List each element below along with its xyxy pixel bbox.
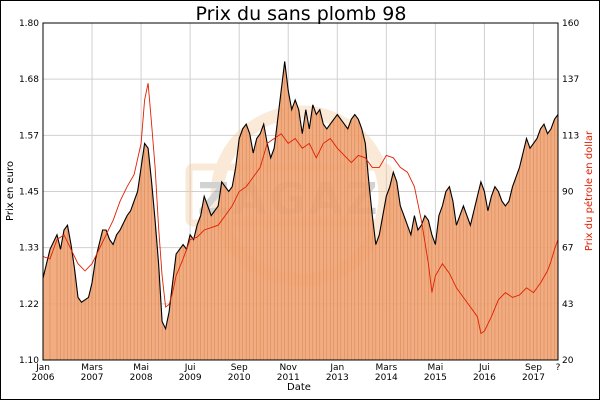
y-axis-left: 1.10 1.22 1.33 1.45 1.57 1.68 1.80 [19, 19, 39, 366]
y-axis-right-label: Prix du pétrole en dollar [583, 130, 595, 251]
x-tick-year: 2013 [326, 373, 349, 383]
oil-price-line [43, 83, 558, 335]
y-right-tick-label: 90 [562, 188, 574, 198]
y-right-tick-label: 137 [562, 75, 579, 85]
series-lines [43, 61, 558, 335]
x-axis: Jan2006Mars2007Mai2008Jui2009Sep2010Nov2… [32, 363, 561, 383]
euro-price-line [43, 61, 558, 331]
y-right-tick-label: 160 [562, 19, 579, 29]
x-tick-month: Mars [375, 363, 397, 373]
x-tick-month: Jan [35, 363, 50, 373]
series-area [43, 61, 558, 360]
y-right-tick-label: 20 [562, 356, 574, 366]
x-tick-year: 2016 [473, 373, 496, 383]
y-left-tick-label: 1.45 [19, 188, 39, 198]
x-tick-year: 2015 [424, 373, 447, 383]
y-left-tick-label: 1.33 [19, 244, 39, 254]
euro-price-area [43, 61, 558, 360]
x-tick-month: Nov [279, 363, 297, 373]
x-tick-year: 2007 [81, 373, 104, 383]
y-left-tick-label: 1.57 [19, 131, 39, 141]
x-tick-year: 2008 [130, 373, 153, 383]
x-tick-year: 2014 [375, 373, 398, 383]
x-tick-month: Sep [231, 363, 248, 373]
x-tick-month: Jui [478, 363, 490, 373]
y-left-tick-label: 1.22 [19, 300, 39, 310]
x-tick-month: Mars [81, 363, 103, 373]
x-tick-year: 2006 [32, 373, 55, 383]
y-right-tick-label: 67 [562, 244, 573, 254]
plot-border [42, 22, 559, 361]
x-axis-label: Date [287, 382, 311, 393]
x-tick-year: 2010 [228, 373, 251, 383]
x-tick-month: Mai [133, 363, 149, 373]
y-axis-right: 20 43 67 90 113 137 160 [562, 19, 579, 366]
x-tick-year: 2009 [179, 373, 202, 383]
chart-title: Prix du sans plomb 98 [196, 3, 407, 25]
x-tick-year: 2011 [277, 373, 300, 383]
x-tick-month: Jan [329, 363, 344, 373]
y-right-tick-label: 113 [562, 131, 579, 141]
y-left-tick-label: 1.80 [19, 19, 39, 29]
x-tick-year: 2017 [522, 373, 545, 383]
y-right-tick-label: 43 [562, 300, 573, 310]
y-axis-left-label: Prix en euro [5, 161, 16, 221]
x-tick-month: Sep [525, 363, 542, 373]
y-left-tick-label: 1.10 [19, 356, 39, 366]
x-tick-month: Mai [427, 363, 443, 373]
x-tick-month: Jui [184, 363, 196, 373]
y-left-tick-label: 1.68 [19, 75, 39, 85]
x-tick-month: ? [556, 363, 561, 373]
